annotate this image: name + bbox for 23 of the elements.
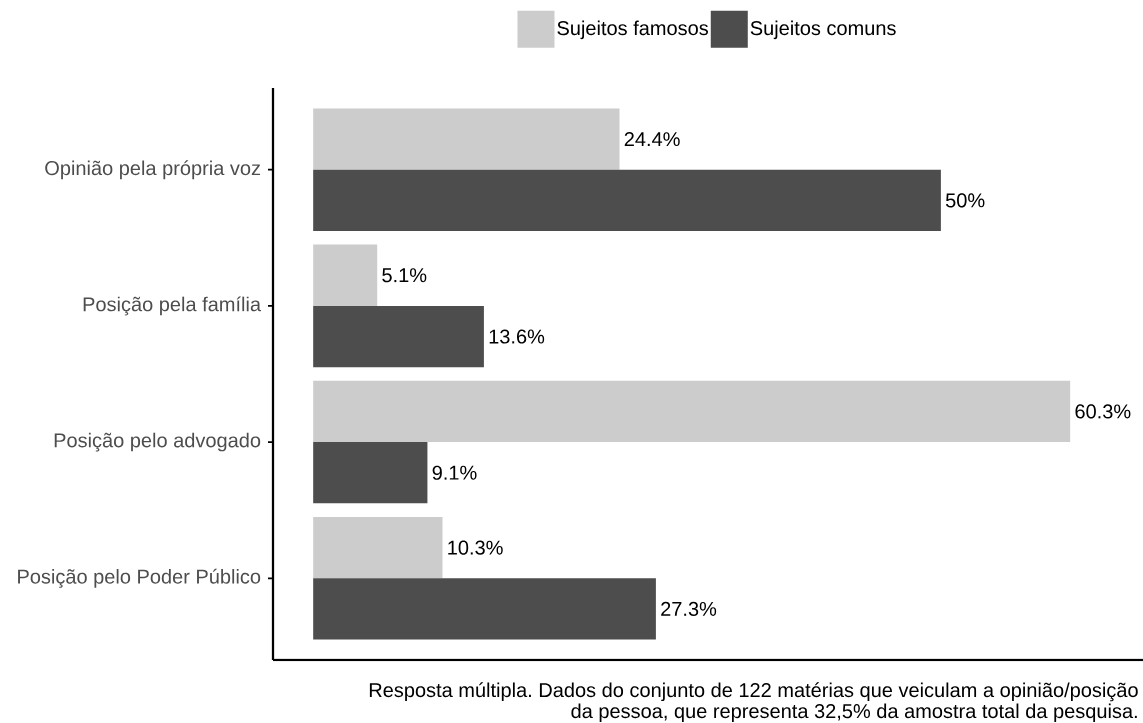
bar bbox=[313, 442, 428, 504]
data-label: 24.4% bbox=[624, 132, 680, 147]
data-label: 60.3% bbox=[1075, 404, 1131, 419]
bar bbox=[313, 516, 443, 579]
y-tick-label: Posição pela família bbox=[83, 296, 262, 316]
legend-label: Sujeitos famosos bbox=[557, 20, 709, 40]
data-label: 9.1% bbox=[432, 465, 477, 480]
bar bbox=[313, 108, 620, 170]
bar bbox=[313, 380, 1071, 443]
y-tick-label: Posição pelo Poder Público bbox=[18, 568, 261, 588]
data-label: 13.6% bbox=[489, 329, 545, 344]
legend-label: Sujeitos comuns bbox=[750, 20, 896, 40]
text: Resposta múltipla. Dados do conjunto de 122 matérias que veiculam a opinião/posição da pessoa, que representa 32,5% da amostra total da pesquisa. bbox=[369, 682, 1138, 723]
data-label: 27.3% bbox=[661, 601, 717, 616]
y-tick-label: Posição pelo advogado bbox=[54, 432, 261, 452]
data-label: 5.1% bbox=[382, 268, 427, 283]
bar bbox=[313, 578, 656, 640]
bar bbox=[313, 169, 941, 231]
bar bbox=[313, 244, 378, 306]
data-label: 10.3% bbox=[448, 540, 503, 555]
data-label: 50% bbox=[945, 193, 985, 208]
y-tick-label: Opinião pela própria voz bbox=[45, 160, 260, 180]
bar bbox=[313, 305, 484, 368]
